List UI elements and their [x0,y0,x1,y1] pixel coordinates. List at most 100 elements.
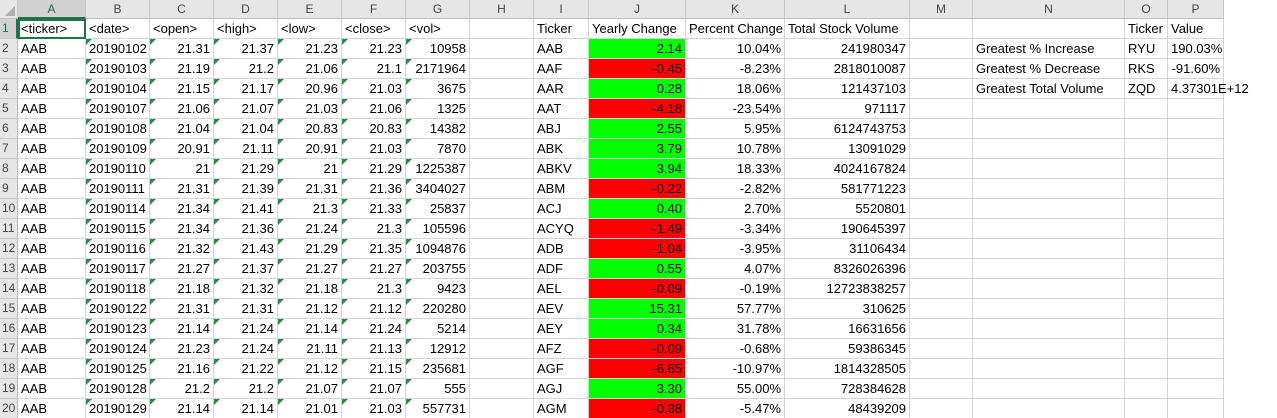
cell-f11[interactable]: 21.3 [342,219,406,239]
cell-j3[interactable]: -0.45 [589,59,686,79]
column-header-j[interactable]: J [589,0,686,19]
cell-l6[interactable]: 6124743753 [785,119,910,139]
cell-g15[interactable]: 220280 [406,299,470,319]
cell-n6[interactable] [973,119,1125,139]
column-header-n[interactable]: N [973,0,1125,19]
cell-m2[interactable] [910,39,973,59]
cell-h1[interactable] [470,19,534,39]
cell-m1[interactable] [910,19,973,39]
row-header-16[interactable]: 16 [0,319,18,339]
cell-c11[interactable]: 21.34 [150,219,214,239]
cell-f4[interactable]: 21.03 [342,79,406,99]
cell-h10[interactable] [470,199,534,219]
cell-i5[interactable]: AAT [534,99,589,119]
cell-f17[interactable]: 21.13 [342,339,406,359]
cell-g19[interactable]: 555 [406,379,470,399]
cell-k11[interactable]: -3.34% [686,219,785,239]
cell-f12[interactable]: 21.35 [342,239,406,259]
cell-i14[interactable]: AEL [534,279,589,299]
cell-d19[interactable]: 21.2 [214,379,278,399]
cell-n12[interactable] [973,239,1125,259]
cell-j13[interactable]: 0.55 [589,259,686,279]
cell-g6[interactable]: 14382 [406,119,470,139]
cell-a10[interactable]: AAB [18,199,86,219]
cell-c18[interactable]: 21.16 [150,359,214,379]
cell-h9[interactable] [470,179,534,199]
cell-o6[interactable] [1125,119,1168,139]
cell-i17[interactable]: AFZ [534,339,589,359]
cell-l2[interactable]: 241980347 [785,39,910,59]
cell-f6[interactable]: 20.83 [342,119,406,139]
cell-b12[interactable]: 20190116 [86,239,150,259]
cell-d17[interactable]: 21.24 [214,339,278,359]
cell-i7[interactable]: ABK [534,139,589,159]
cell-k2[interactable]: 10.04% [686,39,785,59]
cell-k9[interactable]: -2.82% [686,179,785,199]
cell-c12[interactable]: 21.32 [150,239,214,259]
cell-m13[interactable] [910,259,973,279]
cell-a1[interactable]: <ticker> [18,19,86,39]
cell-l10[interactable]: 5520801 [785,199,910,219]
cell-j18[interactable]: -6.65 [589,359,686,379]
cell-e13[interactable]: 21.27 [278,259,342,279]
cell-i9[interactable]: ABM [534,179,589,199]
cell-a18[interactable]: AAB [18,359,86,379]
cell-l13[interactable]: 8326026396 [785,259,910,279]
cell-l11[interactable]: 190645397 [785,219,910,239]
column-header-m[interactable]: M [910,0,973,19]
cell-h14[interactable] [470,279,534,299]
cell-n17[interactable] [973,339,1125,359]
cell-p8[interactable] [1168,159,1224,179]
cell-m14[interactable] [910,279,973,299]
cell-m6[interactable] [910,119,973,139]
cell-p10[interactable] [1168,199,1224,219]
cell-h12[interactable] [470,239,534,259]
cell-d11[interactable]: 21.36 [214,219,278,239]
cell-b2[interactable]: 20190102 [86,39,150,59]
cell-m16[interactable] [910,319,973,339]
cell-p19[interactable] [1168,379,1224,399]
cell-d18[interactable]: 21.22 [214,359,278,379]
cell-j8[interactable]: 3.94 [589,159,686,179]
cell-i11[interactable]: ACYQ [534,219,589,239]
cell-p1[interactable]: Value [1168,19,1224,39]
cell-f18[interactable]: 21.15 [342,359,406,379]
cell-b15[interactable]: 20190122 [86,299,150,319]
cell-p14[interactable] [1168,279,1224,299]
cell-h20[interactable] [470,399,534,418]
cell-p16[interactable] [1168,319,1224,339]
column-header-e[interactable]: E [278,0,342,19]
cell-h19[interactable] [470,379,534,399]
cell-k17[interactable]: -0.68% [686,339,785,359]
cell-l7[interactable]: 13091029 [785,139,910,159]
row-header-6[interactable]: 6 [0,119,18,139]
cell-c4[interactable]: 21.15 [150,79,214,99]
cell-a7[interactable]: AAB [18,139,86,159]
cell-j20[interactable]: -0.38 [589,399,686,418]
cell-m10[interactable] [910,199,973,219]
cell-k12[interactable]: -3.95% [686,239,785,259]
cell-d1[interactable]: <high> [214,19,278,39]
cell-d20[interactable]: 21.14 [214,399,278,418]
cell-c19[interactable]: 21.2 [150,379,214,399]
cell-i3[interactable]: AAF [534,59,589,79]
cell-b10[interactable]: 20190114 [86,199,150,219]
cell-d4[interactable]: 21.17 [214,79,278,99]
cell-p4[interactable]: 4.37301E+12 [1168,79,1249,99]
cell-m20[interactable] [910,399,973,418]
cell-p17[interactable] [1168,339,1224,359]
cell-o4[interactable]: ZQD [1125,79,1168,99]
cell-o16[interactable] [1125,319,1168,339]
cell-e1[interactable]: <low> [278,19,342,39]
cell-b14[interactable]: 20190118 [86,279,150,299]
cell-j5[interactable]: -4.18 [589,99,686,119]
cell-h13[interactable] [470,259,534,279]
cell-i2[interactable]: AAB [534,39,589,59]
row-header-12[interactable]: 12 [0,239,18,259]
cell-e5[interactable]: 21.03 [278,99,342,119]
row-header-14[interactable]: 14 [0,279,18,299]
cell-e6[interactable]: 20.83 [278,119,342,139]
cell-e19[interactable]: 21.07 [278,379,342,399]
cell-d6[interactable]: 21.04 [214,119,278,139]
cell-p18[interactable] [1168,359,1224,379]
